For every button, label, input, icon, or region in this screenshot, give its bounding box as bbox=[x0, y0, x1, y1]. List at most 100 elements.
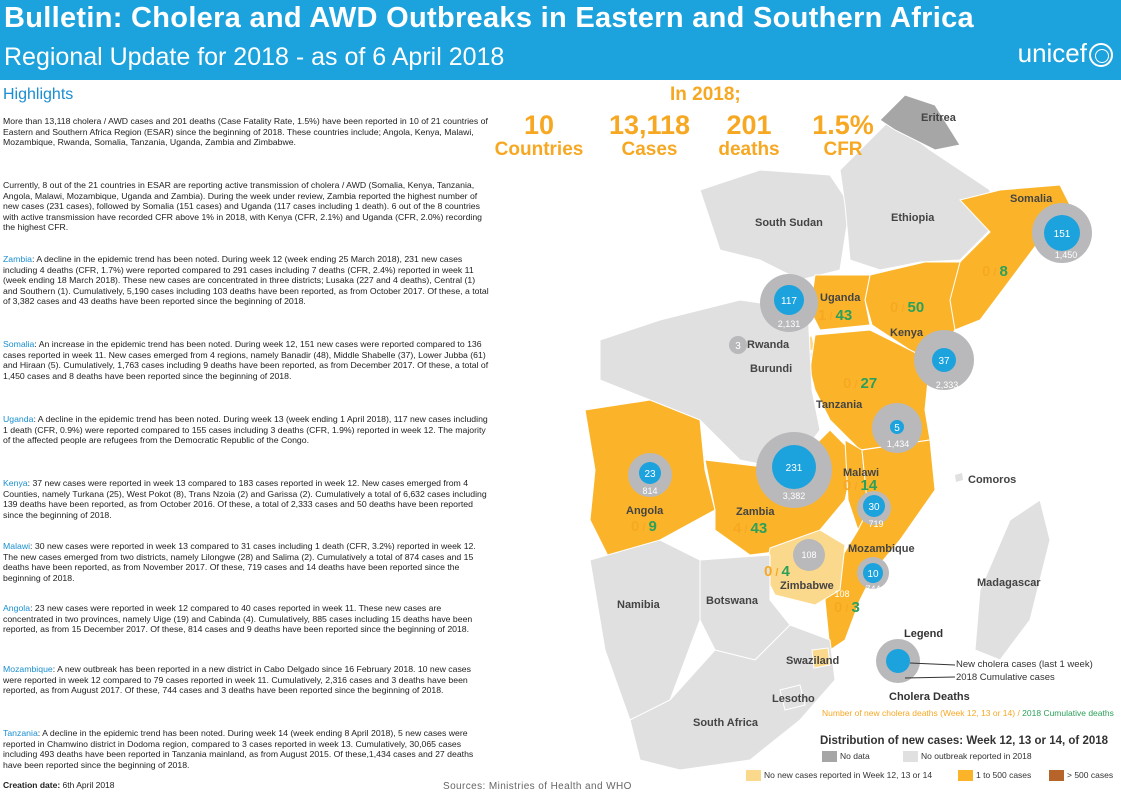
country-label: Zambia bbox=[3, 254, 32, 264]
tanzania-new-cases: 5 bbox=[894, 423, 900, 434]
paragraph-text: : An increase in the epidemic trend has … bbox=[3, 339, 489, 381]
country-label: Malawi bbox=[3, 541, 31, 551]
paragraph-text: : A new outbreak has been reported in a … bbox=[3, 664, 471, 696]
mozambique-deaths: 0 / 3 bbox=[834, 599, 860, 616]
stat-value: 1.5% bbox=[812, 110, 874, 140]
paragraph-text: Currently, 8 out of the 21 countries in … bbox=[3, 180, 482, 233]
distribution-title: Distribution of new cases: Week 12, 13 o… bbox=[820, 735, 1109, 747]
sources-note: Sources: Ministries of Health and WHO bbox=[443, 781, 632, 792]
label-tanzania: Tanzania bbox=[816, 399, 863, 411]
bubble-malawi bbox=[857, 491, 891, 525]
stat-deaths: 201 deaths bbox=[710, 111, 788, 161]
kenya-cum-cases: 2,333 bbox=[936, 380, 959, 390]
key-no-outbreak: No outbreak reported in 2018 bbox=[903, 751, 1032, 763]
zimbabwe-deaths: 0 / 4 bbox=[764, 563, 791, 580]
angola-paragraph: Angola: 23 new cases were reported in we… bbox=[3, 603, 489, 635]
label-somalia: Somalia bbox=[1010, 193, 1053, 205]
mozambique-cum-cases: 744 bbox=[865, 584, 880, 594]
malawi-paragraph: Malawi: 30 new cases were reported in we… bbox=[3, 541, 489, 583]
zambia-new-cases: 231 bbox=[786, 463, 803, 474]
south-sudan-shape bbox=[699, 169, 851, 281]
swaziland-shape bbox=[811, 647, 831, 669]
somalia-paragraph: Somalia: An increase in the epidemic tre… bbox=[3, 339, 489, 381]
label-burundi: Burundi bbox=[750, 363, 792, 375]
creation-date: Creation date: 6th April 2018 bbox=[3, 780, 115, 790]
deaths-note: Number of new cholera deaths (Week 12, 1… bbox=[822, 708, 1121, 718]
country-label: Kenya bbox=[3, 478, 28, 488]
unicef-wordmark: unicef bbox=[1017, 38, 1087, 68]
bubble-uganda bbox=[760, 274, 818, 332]
mozambique-s-cum-cases: 108 bbox=[834, 589, 849, 599]
zambia-cum-cases: 3,382 bbox=[783, 491, 806, 501]
country-label: Somalia bbox=[3, 339, 35, 349]
angola-cum-cases: 814 bbox=[642, 486, 657, 496]
label-zimbabwe: Zimbabwe bbox=[780, 580, 834, 592]
key-label: No new cases reported in Week 12, 13 or … bbox=[764, 770, 933, 780]
label-swaziland: Swaziland bbox=[786, 655, 839, 667]
label-south-sudan: South Sudan bbox=[755, 217, 823, 229]
region-map: 151 117 37 3 5 231 23 30 10 1,450 2,131 … bbox=[584, 94, 1092, 771]
malawi-deaths: 0 / 14 bbox=[843, 477, 878, 494]
kenya-paragraph: Kenya: 37 new cases were reported in wee… bbox=[3, 478, 489, 520]
label-angola: Angola bbox=[626, 505, 664, 517]
paragraph-text: : 30 new cases were reported in week 13 … bbox=[3, 541, 476, 583]
paragraph-text: : A decline in the epidemic trend has be… bbox=[3, 254, 489, 307]
summary-paragraph: More than 13,118 cholera / AWD cases and… bbox=[3, 116, 489, 148]
mozambique-shape bbox=[824, 439, 936, 651]
uganda-cum-cases: 2,131 bbox=[778, 319, 801, 329]
bubble-zimbabwe bbox=[793, 539, 825, 571]
south-africa-shape bbox=[629, 624, 836, 771]
unicef-globe-icon bbox=[1089, 43, 1113, 68]
swatch-no-data bbox=[822, 751, 837, 763]
note-cum-deaths: 2018 Cumulative deaths bbox=[1019, 708, 1114, 718]
label-botswana: Botswana bbox=[706, 595, 759, 607]
zambia-paragraph: Zambia: A decline in the epidemic trend … bbox=[3, 254, 489, 307]
swatch-range1 bbox=[958, 770, 973, 782]
label-uganda: Uganda bbox=[820, 292, 861, 304]
key-label: No outbreak reported in 2018 bbox=[921, 751, 1032, 761]
legend-bubble bbox=[876, 639, 920, 683]
stat-label: Countries bbox=[494, 139, 584, 160]
angola-deaths: 0 / 9 bbox=[631, 518, 657, 535]
tanzania-paragraph: Tanzania: A decline in the epidemic tren… bbox=[3, 728, 489, 770]
eritrea-shape bbox=[879, 94, 961, 151]
kenya-deaths: 0 / 50 bbox=[890, 299, 924, 316]
header-banner: Bulletin: Cholera and AWD Outbreaks in E… bbox=[0, 0, 1121, 80]
label-mozambique: Mozambique bbox=[848, 543, 915, 555]
key-label: 1 to 500 cases bbox=[976, 770, 1032, 780]
swatch-no-new bbox=[746, 770, 761, 782]
tanzania-deaths: 0 / 27 bbox=[843, 375, 877, 392]
zimbabwe-cum-cases: 108 bbox=[801, 550, 816, 560]
paragraph-text: : 37 new cases were reported in week 13 … bbox=[3, 478, 487, 520]
paragraph-text: : 23 new cases were reported in week 12 … bbox=[3, 603, 473, 635]
bulletin-title: Bulletin: Cholera and AWD Outbreaks in E… bbox=[4, 2, 974, 34]
mozambique-paragraph: Mozambique: A new outbreak has been repo… bbox=[3, 664, 489, 696]
country-label: Angola bbox=[3, 603, 31, 613]
stat-cfr: 1.5% CFR bbox=[804, 111, 882, 161]
key-no-new: No new cases reported in Week 12, 13 or … bbox=[746, 770, 933, 782]
label-malawi: Malawi bbox=[843, 467, 879, 479]
label-eritrea: Eritrea bbox=[921, 112, 957, 124]
kenya-new-cases: 37 bbox=[938, 356, 950, 367]
label-zambia: Zambia bbox=[736, 506, 775, 518]
somalia-cum-cases: 1,450 bbox=[1055, 250, 1078, 260]
legend-new-cases: New cholera cases (last 1 week) bbox=[956, 659, 1093, 670]
key-label: No data bbox=[840, 751, 870, 761]
comoros-shape bbox=[955, 473, 963, 482]
label-namibia: Namibia bbox=[617, 599, 661, 611]
swatch-range2 bbox=[1049, 770, 1064, 782]
creation-value: 6th April 2018 bbox=[60, 780, 115, 790]
malawi-new-cases: 30 bbox=[868, 502, 880, 513]
country-label: Tanzania bbox=[3, 728, 38, 738]
mozambique-new-cases: 10 bbox=[867, 569, 879, 580]
label-lesotho: Lesotho bbox=[772, 693, 815, 705]
bubble-mozambique bbox=[857, 557, 889, 589]
key-range1: 1 to 500 cases bbox=[958, 770, 1032, 782]
bubble-kenya bbox=[914, 330, 974, 390]
uganda-new-cases: 117 bbox=[781, 296, 797, 307]
lesotho-shape bbox=[779, 684, 806, 711]
tanzania-cum-cases: 1,434 bbox=[887, 439, 910, 449]
uganda-deaths: 1 / 43 bbox=[818, 307, 852, 324]
legend-cholera-deaths: Cholera Deaths bbox=[889, 691, 970, 703]
stat-label: deaths bbox=[718, 139, 780, 160]
